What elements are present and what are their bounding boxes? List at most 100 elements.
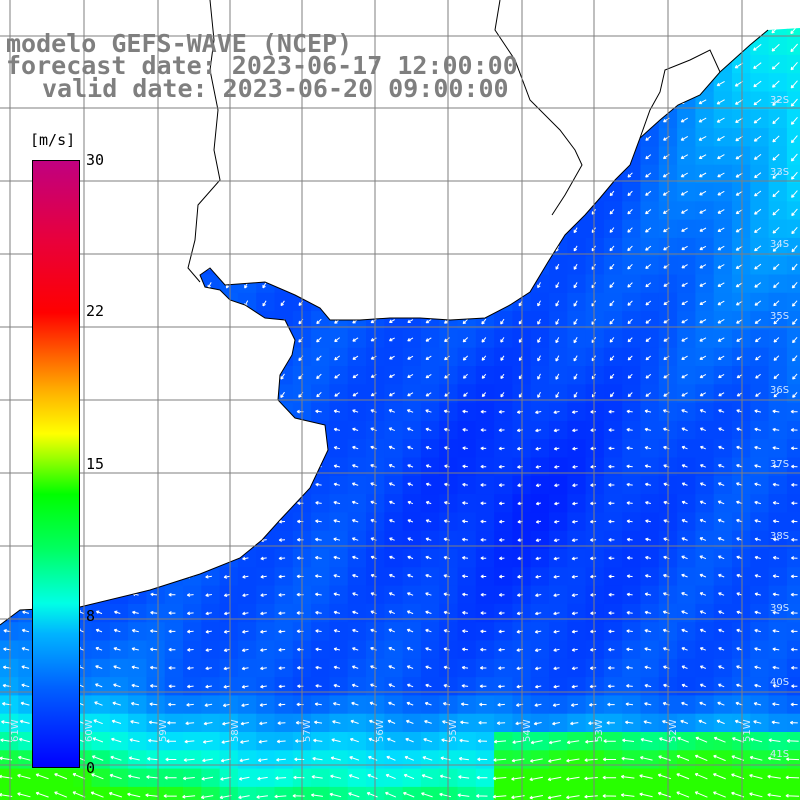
wind-arrow [480, 464, 487, 469]
wind-arrow [260, 648, 267, 652]
wind-arrow [754, 519, 761, 523]
wind-arrow [537, 282, 541, 289]
wind-arrow [571, 520, 578, 524]
wind-arrow [425, 647, 432, 651]
wind-arrow [333, 537, 341, 542]
wind-arrow [772, 135, 780, 143]
wind-arrow [609, 318, 615, 325]
wind-arrow [278, 574, 286, 579]
wind-arrow [608, 519, 615, 524]
wind-arrow [681, 337, 688, 342]
speed-cell [549, 786, 568, 800]
wind-arrow [753, 117, 762, 124]
speed-cell [768, 786, 788, 800]
wind-arrow [767, 793, 781, 797]
wind-arrow [772, 227, 780, 234]
wind-arrow [749, 774, 763, 779]
wind-arrow [534, 684, 542, 689]
wind-arrow [425, 392, 432, 397]
wind-arrow [348, 792, 360, 798]
wind-arrow [717, 154, 725, 160]
wind-arrow [602, 757, 617, 762]
wind-arrow [388, 445, 395, 450]
wind-arrow [54, 791, 68, 798]
wind-arrow [609, 245, 615, 252]
speed-cell [786, 109, 800, 129]
wind-arrow [718, 592, 725, 596]
wind-arrow [571, 666, 578, 671]
wind-arrow [351, 665, 359, 669]
wind-arrow [571, 410, 578, 414]
wind-arrow [749, 792, 763, 798]
wind-arrow [262, 300, 267, 307]
wind-arrow [792, 336, 798, 344]
speed-cell [420, 786, 440, 800]
wind-arrow [425, 427, 432, 432]
wind-arrow [626, 665, 633, 670]
lon-label: 59W [158, 719, 169, 742]
wind-arrow [791, 665, 798, 670]
wind-arrow [791, 300, 798, 307]
wind-arrow [626, 647, 633, 652]
wind-arrow [127, 774, 141, 779]
wind-arrow [717, 701, 725, 706]
wind-arrow [278, 629, 286, 634]
wind-arrow [334, 373, 341, 379]
wind-arrow [754, 282, 762, 288]
wind-arrow [584, 776, 598, 781]
wind-arrow [609, 392, 615, 398]
wind-arrow [168, 647, 176, 652]
lat-label: 37S [770, 459, 790, 470]
wind-arrow [772, 153, 780, 161]
wind-arrow [608, 446, 615, 451]
wind-arrow [187, 629, 194, 634]
wind-arrow [627, 227, 633, 233]
wind-arrow [772, 665, 780, 670]
wind-arrow [168, 629, 176, 634]
wind-arrow [681, 355, 688, 360]
wind-arrow [718, 610, 725, 615]
wind-arrow [645, 501, 652, 505]
wind-arrow [620, 774, 635, 779]
wind-arrow [368, 737, 378, 743]
wind-arrow [111, 737, 122, 743]
wind-arrow [681, 245, 688, 251]
wind-arrow [333, 629, 341, 633]
wind-arrow [407, 373, 414, 378]
wind-arrow [698, 117, 707, 123]
speed-cell [329, 786, 349, 800]
wind-arrow [659, 737, 671, 743]
wind-arrow [388, 464, 395, 468]
wind-arrow [717, 227, 725, 232]
wind-arrow [443, 574, 450, 578]
wind-arrow [547, 776, 562, 782]
wind-arrow [626, 610, 633, 615]
lon-label: 57W [302, 719, 313, 742]
wind-arrow [19, 719, 30, 724]
speed-cell [530, 786, 550, 800]
wind-arrow [534, 703, 542, 707]
wind-arrow [676, 791, 690, 798]
wind-arrow [566, 776, 580, 781]
wind-arrow [608, 574, 615, 579]
wind-arrow [316, 373, 322, 380]
lat-label: 36S [770, 385, 790, 396]
wind-arrow [183, 758, 195, 762]
wind-arrow [405, 719, 414, 724]
wind-arrow [772, 190, 780, 198]
wind-arrow [370, 500, 377, 505]
wind-arrow [553, 538, 560, 543]
wind-arrow [680, 172, 689, 178]
wind-arrow [590, 519, 597, 524]
wind-arrow [699, 683, 706, 688]
wind-arrow [388, 319, 395, 323]
wind-arrow [110, 755, 122, 761]
wind-arrow [370, 337, 377, 342]
wind-arrow [772, 117, 780, 125]
wind-arrow [462, 519, 468, 524]
wind-arrow [407, 392, 414, 397]
wind-arrow [388, 683, 395, 688]
wind-arrow [275, 776, 287, 781]
wind-arrow [241, 684, 249, 689]
